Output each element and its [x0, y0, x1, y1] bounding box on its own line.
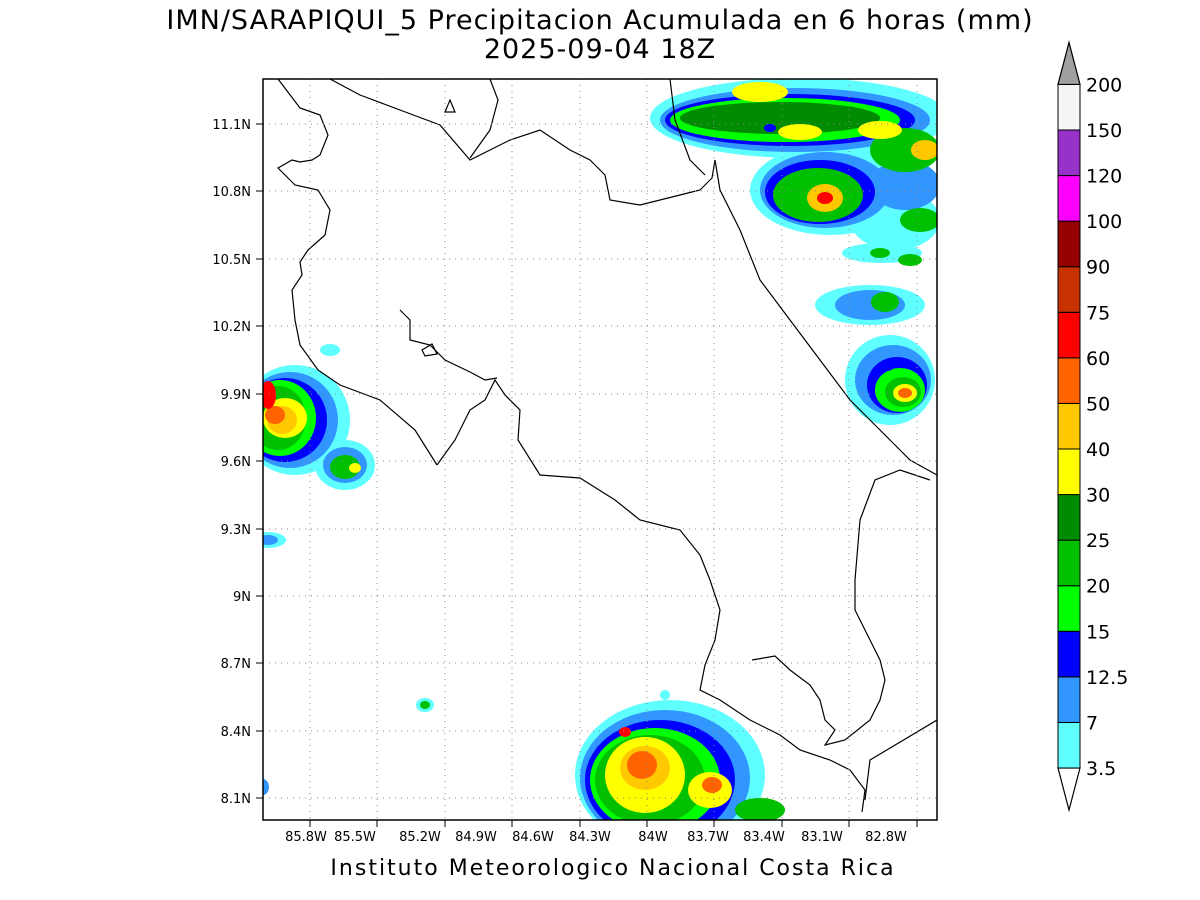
colorbar-swatch	[1057, 494, 1081, 541]
lon-label: 84.3W	[569, 830, 611, 845]
colorbar-label: 200	[1086, 74, 1122, 96]
country-border	[329, 79, 937, 801]
colorbar-swatch	[1057, 266, 1081, 313]
colorbar-swatch	[1057, 175, 1081, 222]
lat-label: 10.2N	[212, 320, 251, 335]
lon-label: 84W	[638, 830, 668, 845]
colorbar-label: 15	[1086, 621, 1110, 643]
chart-date: 2025-09-04 18Z	[483, 34, 717, 65]
lat-label: 9N	[233, 590, 251, 605]
lat-label: 11.1N	[212, 118, 251, 133]
colorbar-swatch	[1057, 220, 1081, 268]
lon-label: 84.9W	[455, 830, 497, 845]
colorbar-swatch	[1057, 83, 1081, 131]
lat-label: 9.6N	[221, 455, 251, 470]
map-area	[263, 79, 937, 820]
colorbar-label: 120	[1086, 166, 1122, 188]
lat-label: 8.4N	[221, 725, 251, 740]
chart-title: IMN/SARAPIQUI_5 Precipitacion Acumulada …	[166, 5, 1034, 36]
precip-cluster-east	[815, 243, 935, 425]
colorbar-label: 100	[1086, 211, 1122, 233]
graticule	[263, 79, 937, 820]
colorbar-label: 75	[1086, 302, 1110, 324]
colorbar-label: 25	[1086, 530, 1110, 552]
colorbar-swatch	[1057, 357, 1081, 404]
colorbar-label: 7	[1086, 712, 1098, 734]
lon-label: 83.7W	[687, 830, 729, 845]
colorbar-label: 3.5	[1086, 758, 1116, 780]
colorbar-swatch	[1057, 630, 1081, 678]
colorbar-swatch	[1057, 311, 1081, 359]
colorbar-label: 30	[1086, 485, 1110, 507]
lon-label: 85.5W	[334, 830, 376, 845]
coastline	[277, 79, 931, 813]
colorbar-swatch	[1057, 402, 1081, 450]
colorbar-lower-arrow	[1057, 767, 1081, 813]
colorbar-swatch	[1057, 721, 1081, 769]
lat-label: 9.3N	[221, 523, 251, 538]
lon-label: 85.2W	[399, 830, 441, 845]
lon-label: 83.4W	[743, 830, 785, 845]
lat-label: 9.9N	[221, 388, 251, 403]
lat-label: 8.1N	[221, 792, 251, 807]
colorbar-swatch	[1057, 676, 1081, 723]
colorbar-label: 12.5	[1086, 667, 1128, 689]
precip-cluster-west	[263, 344, 375, 548]
latitude-labels: 11.1N 10.8N 10.5N 10.2N 9.9N 9.6N 9.3N 9…	[212, 118, 251, 807]
precip-cluster-south	[263, 690, 785, 820]
colorbar-label: 40	[1086, 439, 1110, 461]
precip-cluster-north	[650, 79, 937, 250]
colorbar-swatch	[1057, 129, 1081, 177]
lon-label: 83.1W	[801, 830, 843, 845]
lat-label: 10.8N	[212, 185, 251, 200]
footer-credit: Instituto Meteorologico Nacional Costa R…	[330, 856, 896, 881]
colorbar-swatch	[1057, 539, 1081, 587]
colorbar-label: 90	[1086, 257, 1110, 279]
colorbar: 3.5 7 12.5 15 20 25 30 40 50 60 75 90 100 120 150 200	[1057, 40, 1128, 813]
colorbar-label: 50	[1086, 393, 1110, 415]
lon-label: 82.8W	[865, 830, 907, 845]
map-frame	[262, 78, 938, 821]
lon-label: 84.6W	[512, 830, 554, 845]
longitude-labels: 85.8W 85.5W 85.2W 84.9W 84.6W 84.3W 84W …	[285, 830, 907, 845]
lat-label: 10.5N	[212, 253, 251, 268]
lon-label: 85.8W	[285, 830, 327, 845]
colorbar-swatch	[1057, 585, 1081, 632]
tick-marks	[256, 123, 918, 827]
colorbar-swatch	[1057, 448, 1081, 496]
colorbar-label: 60	[1086, 348, 1110, 370]
colorbar-label: 150	[1086, 120, 1122, 142]
lat-label: 8.7N	[221, 657, 251, 672]
colorbar-label: 20	[1086, 576, 1110, 598]
colorbar-upper-arrow	[1057, 40, 1081, 86]
